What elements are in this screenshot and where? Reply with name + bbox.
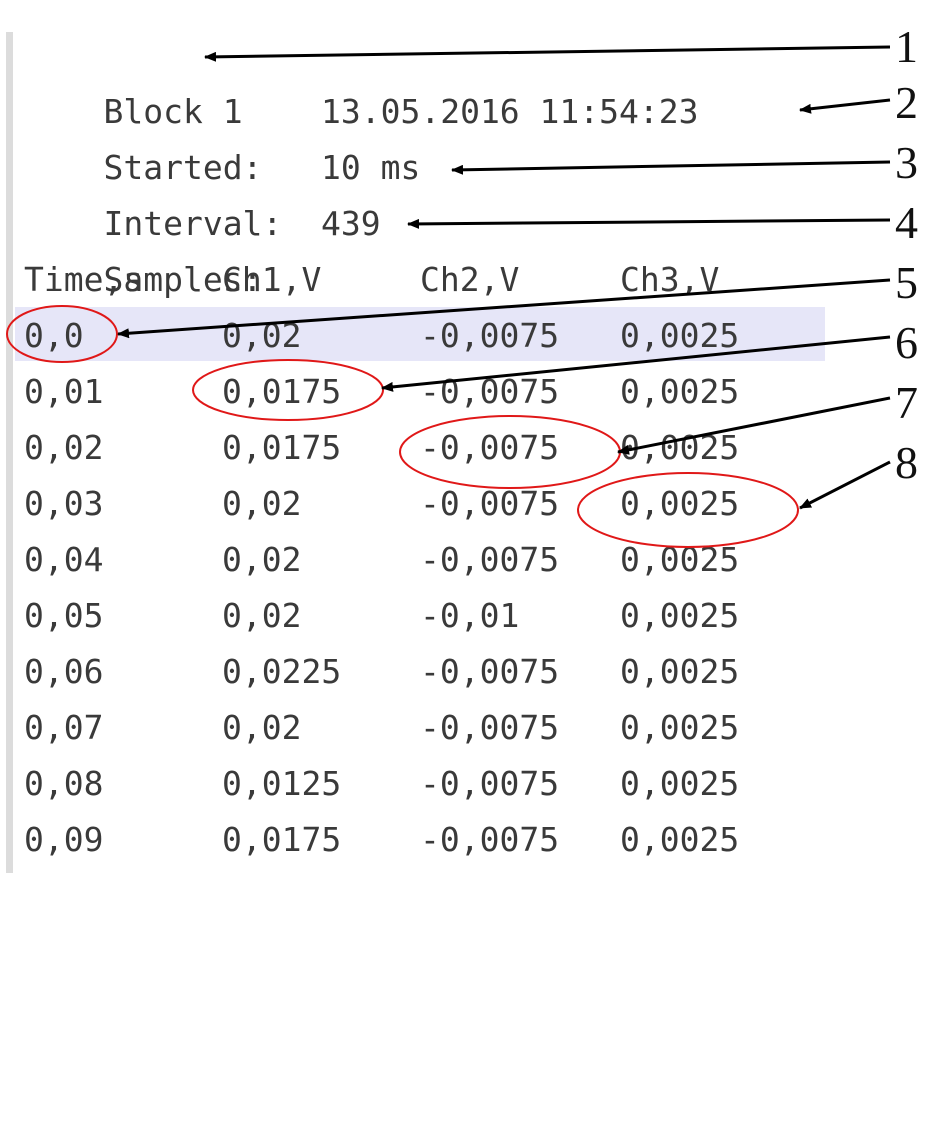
cell-time: 0,07	[24, 708, 104, 747]
cell-ch3: 0,0025	[620, 316, 740, 355]
highlight-circle-ch1	[192, 359, 384, 421]
cell-ch2: -0,01	[420, 596, 520, 635]
cell-ch3: 0,0025	[620, 708, 740, 747]
started-value: 13.05.2016 11:54:23	[321, 92, 699, 131]
samples-value: 439	[321, 204, 381, 243]
table-row[interactable]: 0,07 0,02 -0,0075 0,0025	[24, 700, 739, 756]
cell-ch2: -0,0075	[420, 652, 560, 691]
cell-ch2: -0,0075	[420, 316, 560, 355]
interval-value: 10 ms	[321, 148, 421, 187]
annotation-layer: 1 2 3 4 5 6 7 8	[6, 21, 918, 548]
highlight-circle-ch2	[399, 415, 621, 489]
column-header-ch1: Ch1,V	[222, 260, 322, 299]
arrow-1	[204, 45, 891, 62]
cell-ch2: -0,0075	[420, 484, 560, 523]
table-row[interactable]: 0,0 0,02 -0,0075 0,0025	[24, 308, 739, 364]
cell-time: 0,01	[24, 372, 104, 411]
callout-number-4: 4	[895, 197, 918, 248]
cell-ch3: 0,0025	[620, 596, 740, 635]
cell-ch1: 0,02	[222, 540, 302, 579]
cell-ch2: -0,0075	[420, 764, 560, 803]
column-header-row: Time,s Ch1,V Ch2,V Ch3,V	[24, 252, 719, 308]
samples-line: Samples: 439	[24, 196, 380, 299]
cell-time: 0,02	[24, 428, 104, 467]
arrow-8	[799, 460, 891, 510]
cell-time: 0,05	[24, 596, 104, 635]
interval-label: Interval:	[103, 204, 283, 243]
samples-label: Samples:	[103, 260, 263, 299]
callout-number-6: 6	[895, 317, 918, 368]
table-row[interactable]: 0,06 0,0225 -0,0075 0,0025	[24, 644, 739, 700]
callout-number-7: 7	[895, 377, 918, 428]
selected-line-highlight	[15, 307, 825, 361]
cell-time: 0,0	[24, 316, 84, 355]
cell-ch1: 0,02	[222, 484, 302, 523]
interval-line: Interval: 10 ms	[24, 140, 420, 243]
cell-ch3: 0,0025	[620, 652, 740, 691]
cell-ch1: 0,0175	[222, 820, 342, 859]
cell-ch2: -0,0075	[420, 708, 560, 747]
cell-ch1: 0,0175	[222, 428, 342, 467]
cell-ch2: -0,0075	[420, 428, 560, 467]
cell-ch3: 0,0025	[620, 764, 740, 803]
table-row[interactable]: 0,03 0,02 -0,0075 0,0025	[24, 476, 739, 532]
started-label: Started:	[103, 148, 263, 187]
table-row[interactable]: 0,05 0,02 -0,01 0,0025	[24, 588, 739, 644]
cell-ch2: -0,0075	[420, 540, 560, 579]
arrow-5	[117, 278, 891, 339]
arrow-2	[799, 98, 891, 114]
cell-ch1: 0,02	[222, 708, 302, 747]
table-row[interactable]: 0,08 0,0125 -0,0075 0,0025	[24, 756, 739, 812]
callout-number-5: 5	[895, 257, 918, 308]
cell-time: 0,03	[24, 484, 104, 523]
callout-number-3: 3	[895, 137, 918, 188]
cell-ch1: 0,02	[222, 596, 302, 635]
callout-number-8: 8	[895, 437, 918, 488]
arrow-7	[617, 396, 891, 455]
editor-gutter	[6, 32, 13, 873]
arrow-3	[451, 160, 891, 175]
callout-number-1: 1	[895, 21, 918, 72]
highlight-circle-time	[6, 305, 118, 363]
cell-ch3: 0,0025	[620, 820, 740, 859]
table-row[interactable]: 0,09 0,0175 -0,0075 0,0025	[24, 812, 739, 868]
cell-time: 0,08	[24, 764, 104, 803]
column-header-time: Time,s	[24, 260, 144, 299]
arrow-4	[407, 218, 891, 229]
started-line: Started: 13.05.2016 11:54:23	[24, 84, 698, 187]
log-viewer: Block 1 Started: 13.05.2016 11:54:23 Int…	[6, 21, 918, 873]
cell-ch3: 0,0025	[620, 484, 740, 523]
cell-time: 0,09	[24, 820, 104, 859]
cell-ch1: 0,0225	[222, 652, 342, 691]
column-header-ch2: Ch2,V	[420, 260, 520, 299]
cell-ch1: 0,0125	[222, 764, 342, 803]
table-row[interactable]: 0,02 0,0175 -0,0075 0,0025	[24, 420, 739, 476]
cell-ch2: -0,0075	[420, 820, 560, 859]
block-line: Block 1	[24, 28, 242, 131]
block-title: Block 1	[103, 92, 243, 131]
arrow-6	[381, 335, 891, 392]
cell-time: 0,06	[24, 652, 104, 691]
cell-time: 0,04	[24, 540, 104, 579]
highlight-circle-ch3	[577, 472, 799, 548]
callout-number-2: 2	[895, 77, 918, 128]
cell-ch1: 0,0175	[222, 372, 342, 411]
cell-ch3: 0,0025	[620, 372, 740, 411]
